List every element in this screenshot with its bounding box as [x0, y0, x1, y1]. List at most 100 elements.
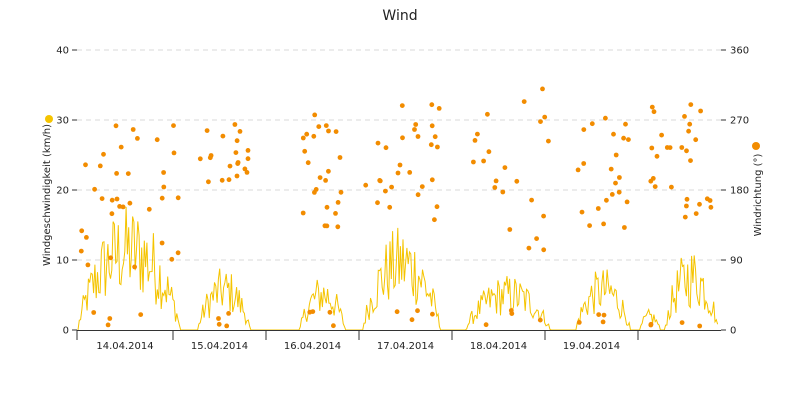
direction-point: [232, 122, 238, 127]
direction-point: [601, 312, 607, 318]
direction-point: [138, 312, 144, 317]
direction-point: [226, 311, 232, 316]
direction-point: [109, 211, 115, 217]
direction-point: [483, 322, 489, 328]
direction-point: [383, 188, 388, 194]
direction-point: [698, 108, 703, 114]
direction-point: [492, 185, 498, 190]
direction-point: [613, 152, 619, 158]
direction-point: [432, 134, 438, 140]
direction-point: [651, 109, 657, 115]
x-tick-label: 14.04.2014: [96, 341, 153, 352]
direction-point: [171, 123, 176, 128]
direction-point: [117, 204, 122, 209]
direction-point: [546, 138, 551, 144]
direction-point: [521, 99, 527, 104]
direction-point: [621, 135, 626, 141]
direction-point: [429, 177, 435, 183]
direction-point: [654, 153, 660, 159]
direction-point: [244, 170, 250, 175]
direction-point: [576, 320, 582, 325]
direction-point: [541, 213, 546, 219]
direction-point: [333, 211, 338, 216]
y-right-tick-label: 90: [730, 256, 743, 267]
speed-legend-marker: [45, 115, 53, 123]
direction-point: [302, 148, 308, 154]
direction-point: [693, 211, 699, 217]
direction-point: [493, 178, 499, 184]
direction-point: [79, 228, 85, 234]
direction-point: [245, 148, 251, 153]
direction-point: [415, 308, 420, 314]
direction-point: [708, 204, 714, 210]
direction-point: [508, 308, 514, 313]
direction-point: [514, 178, 520, 184]
direction-point: [114, 171, 119, 176]
direction-point: [377, 178, 383, 184]
direction-point: [608, 166, 614, 172]
direction-point: [575, 167, 581, 173]
y-right-tick-label: 0: [730, 326, 736, 337]
direction-point: [595, 206, 601, 211]
direction-point: [395, 170, 401, 176]
direction-point: [99, 196, 105, 202]
direction-point: [300, 210, 306, 216]
direction-point: [109, 197, 115, 203]
direction-point: [481, 158, 486, 164]
direction-point: [684, 148, 689, 154]
direction-point: [435, 144, 440, 150]
direction-point: [125, 171, 131, 177]
direction-point: [220, 133, 226, 139]
direction-point: [331, 323, 336, 329]
direction-point: [317, 175, 323, 181]
direction-point: [624, 199, 630, 205]
direction-point: [161, 170, 167, 175]
direction-point: [415, 134, 421, 139]
direction-point: [323, 178, 328, 183]
direction-point: [407, 170, 413, 175]
direction-point: [316, 124, 322, 129]
direction-point: [688, 158, 693, 164]
direction-point: [118, 144, 124, 150]
direction-point: [540, 86, 545, 92]
direction-point: [434, 204, 440, 210]
direction-point: [78, 248, 84, 254]
direction-point: [485, 111, 490, 117]
direction-point: [97, 163, 103, 169]
direction-point: [83, 162, 88, 168]
direction-point: [686, 128, 691, 134]
direction-point: [538, 119, 543, 124]
direction-point: [159, 240, 165, 246]
direction-point: [529, 197, 534, 203]
direction-point: [226, 177, 232, 183]
direction-point: [305, 160, 311, 166]
direction-point: [609, 192, 615, 197]
direction-point: [394, 309, 400, 315]
y-left-tick-label: 30: [56, 116, 69, 127]
wind-direction-series: [78, 86, 714, 329]
direction-point: [146, 206, 152, 212]
direction-point: [363, 182, 369, 188]
y-axis-right-label: Windrichtung (°): [753, 154, 764, 237]
direction-point: [237, 129, 243, 134]
direction-point: [311, 133, 317, 139]
direction-point: [219, 177, 225, 183]
direction-point: [310, 309, 316, 314]
x-tick-label: 15.04.2014: [191, 341, 248, 352]
direction-point: [135, 136, 140, 141]
direction-point: [697, 201, 702, 207]
x-axis: 14.04.2014 15.04.2014 16.04.2014 17.04.2014…: [76, 330, 721, 352]
direction-point: [581, 161, 587, 166]
direction-point: [502, 165, 508, 171]
direction-point: [667, 145, 673, 151]
direction-point: [324, 204, 330, 210]
direction-point: [589, 121, 595, 127]
direction-point: [429, 123, 435, 129]
direction-point: [399, 103, 405, 108]
direction-point: [114, 196, 120, 202]
direction-point: [105, 322, 111, 328]
direction-point: [604, 197, 609, 203]
y-axis-right-ticks: 0 90 180 270 360: [721, 46, 749, 337]
direction-point: [541, 247, 547, 253]
